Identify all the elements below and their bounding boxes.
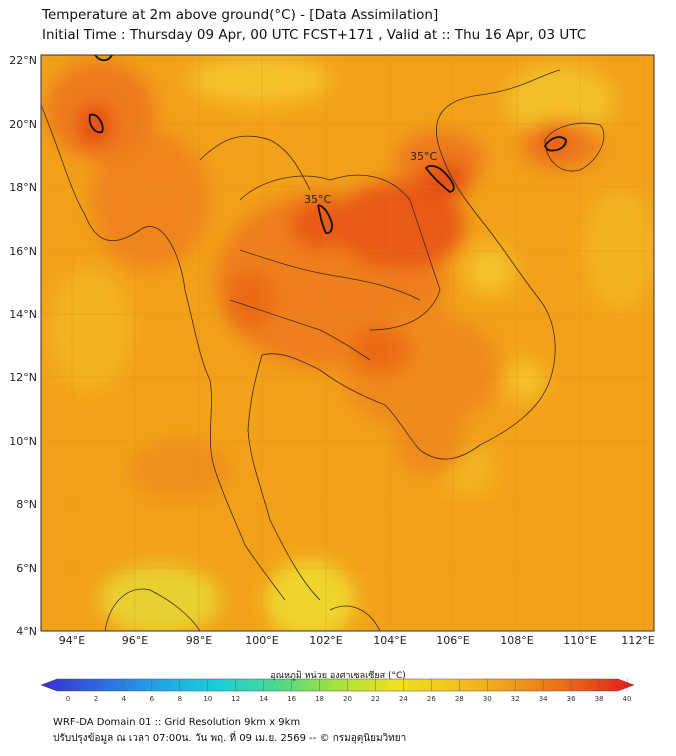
colorbar-tick-label: 2: [94, 695, 98, 703]
lon-label: 100°E: [245, 634, 278, 647]
lat-label: 18°N: [9, 181, 37, 194]
lat-label: 8°N: [16, 498, 37, 511]
map-title: Temperature at 2m above ground(°C) - [Da…: [42, 7, 439, 23]
map-subtitle: Initial Time : Thursday 09 Apr, 00 UTC F…: [42, 27, 587, 43]
colorbar-tick-label: 24: [399, 695, 408, 703]
lat-label: 6°N: [16, 562, 37, 575]
lat-label: 16°N: [9, 245, 37, 258]
colorbar-ticks: 0 2 4 6 8 10 12 14 16 18 20 22 24 26 28 30 32 34 36 38 40: [66, 679, 632, 703]
lon-label: 110°E: [563, 634, 596, 647]
colorbar-tick-label: 34: [539, 695, 548, 703]
colorbar-tick-label: 40: [623, 695, 632, 703]
colorbar-tick-label: 28: [455, 695, 464, 703]
footer-model-info: WRF-DA Domain 01 :: Grid Resolution 9km …: [53, 717, 301, 728]
lat-label: 10°N: [9, 435, 37, 448]
colorbar-tick-label: 30: [483, 695, 492, 703]
lat-labels: 22°N 20°N 18°N 16°N 14°N 12°N 10°N 8°N 6…: [9, 54, 37, 638]
colorbar-tick-label: 18: [315, 695, 324, 703]
colorbar-scale: [40, 678, 635, 692]
colorbar-label: อุณหภูมิ หน่วย องศาเซลเซียส (°C): [270, 671, 406, 681]
colorbar-tick-label: 12: [231, 695, 240, 703]
lon-label: 112°E: [621, 634, 654, 647]
colorbar-tick-label: 20: [343, 695, 352, 703]
colorbar-tick-label: 10: [203, 695, 212, 703]
colorbar-tick-label: 32: [511, 695, 520, 703]
colorbar-tick-label: 0: [66, 695, 70, 703]
lat-label: 4°N: [16, 625, 37, 638]
colorbar-tick-label: 14: [259, 695, 268, 703]
lat-label: 20°N: [9, 118, 37, 131]
colorbar-tick-label: 36: [567, 695, 576, 703]
contour-label: 35°C: [410, 150, 437, 163]
colorbar-tick-label: 22: [371, 695, 380, 703]
colorbar-tick-label: 8: [178, 695, 182, 703]
footer-update-info: ปรับปรุงข้อมูล ณ เวลา 07:00น. วัน พฤ. ที…: [53, 733, 407, 744]
lat-label: 22°N: [9, 54, 37, 67]
contour-35c: [88, 55, 567, 234]
colorbar-tick-label: 16: [287, 695, 296, 703]
lat-label: 14°N: [9, 308, 37, 321]
lon-label: 108°E: [500, 634, 533, 647]
lon-label: 106°E: [436, 634, 469, 647]
contour-label: 35°C: [304, 193, 331, 206]
colorbar-tick-label: 6: [150, 695, 155, 703]
graticule: [41, 55, 654, 631]
coastlines: [41, 69, 605, 631]
temperature-field: [41, 55, 654, 631]
lon-label: 94°E: [59, 634, 85, 647]
colorbar-tick-label: 26: [427, 695, 436, 703]
lon-labels: 94°E 96°E 98°E 100°E 102°E 104°E 106°E 1…: [59, 634, 655, 647]
lon-label: 98°E: [186, 634, 212, 647]
colorbar: 0 2 4 6 8 10 12 14 16 18 20 22 24 26 28 30 32 34 36 38 40: [40, 678, 635, 703]
colorbar-tick-label: 4: [122, 695, 127, 703]
colorbar-tick-label: 38: [595, 695, 604, 703]
lon-label: 102°E: [309, 634, 342, 647]
lon-label: 96°E: [122, 634, 148, 647]
lon-label: 104°E: [373, 634, 406, 647]
lat-label: 12°N: [9, 371, 37, 384]
map-frame: [40, 54, 655, 632]
